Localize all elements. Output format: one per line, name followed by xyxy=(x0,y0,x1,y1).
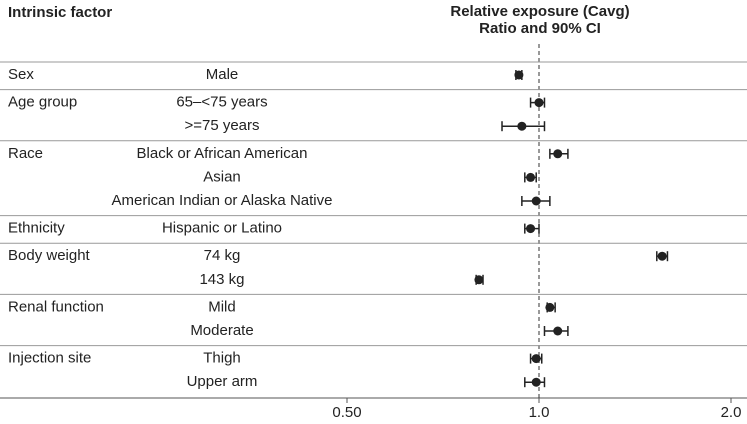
estimate-point xyxy=(545,302,555,312)
subgroup-label: Upper arm xyxy=(187,373,258,390)
estimate-point xyxy=(526,224,536,234)
subgroup-label: Mild xyxy=(208,298,236,315)
estimate-point xyxy=(553,326,563,336)
column-header: Intrinsic factor xyxy=(8,4,112,21)
subgroup-label: 65–<75 years xyxy=(176,94,267,111)
subgroup-label: 143 kg xyxy=(199,271,244,288)
x-tick-label: 0.50 xyxy=(332,404,361,421)
group-label: Renal function xyxy=(8,298,104,315)
estimate-point xyxy=(553,149,563,159)
estimate-point xyxy=(531,196,541,206)
subgroup-label: Asian xyxy=(203,168,241,185)
column-header: Ratio and 90% CI xyxy=(479,20,601,37)
subgroup-label: Male xyxy=(206,66,239,83)
estimate-point xyxy=(474,275,484,285)
subgroup-label: American Indian or Alaska Native xyxy=(112,192,333,209)
group-label: Race xyxy=(8,145,43,162)
estimate-point xyxy=(526,172,536,182)
subgroup-label: 74 kg xyxy=(204,247,241,264)
subgroup-label: Black or African American xyxy=(137,145,308,162)
group-label: Age group xyxy=(8,94,77,111)
estimate-point xyxy=(517,121,527,131)
group-label: Sex xyxy=(8,66,34,83)
estimate-point xyxy=(531,354,541,364)
column-header: Relative exposure (Cavg) xyxy=(450,3,629,20)
subgroup-label: Thigh xyxy=(203,350,241,367)
subgroup-label: Hispanic or Latino xyxy=(162,220,282,237)
group-label: Body weight xyxy=(8,247,91,264)
group-label: Ethnicity xyxy=(8,220,65,237)
subgroup-label: Moderate xyxy=(190,322,253,339)
group-label: Injection site xyxy=(8,350,91,367)
x-tick-label: 2.0 xyxy=(721,404,742,421)
estimate-point xyxy=(657,251,667,261)
subgroup-label: >=75 years xyxy=(184,117,259,134)
estimate-point xyxy=(531,377,541,387)
x-tick-label: 1.0 xyxy=(529,404,550,421)
estimate-point xyxy=(514,70,524,80)
estimate-point xyxy=(534,98,544,108)
